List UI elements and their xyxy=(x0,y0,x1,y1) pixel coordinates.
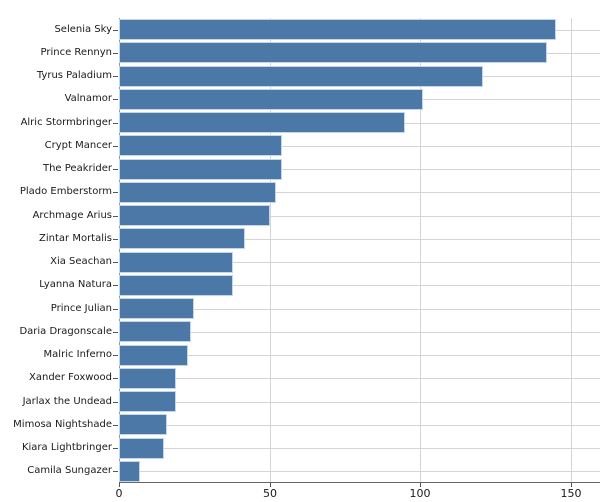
y-tick-mark xyxy=(113,471,118,472)
x-tick-label: 50 xyxy=(263,487,277,500)
category-label: Mimosa Nightshade xyxy=(13,419,112,430)
bar xyxy=(119,391,176,412)
y-tick-mark xyxy=(113,146,118,147)
bar xyxy=(119,205,270,226)
y-tick-mark xyxy=(113,425,118,426)
category-label: Selenia Sky xyxy=(54,24,112,35)
bar xyxy=(119,275,233,296)
y-tick-mark xyxy=(113,262,118,263)
x-tick-label: 0 xyxy=(115,487,123,500)
gridline-horizontal xyxy=(119,425,600,426)
gridline-horizontal xyxy=(119,402,600,403)
gridline-horizontal xyxy=(119,378,600,379)
bar xyxy=(119,438,164,459)
y-tick-mark xyxy=(113,309,118,310)
y-tick-mark xyxy=(113,216,118,217)
category-label: Valnamor xyxy=(64,93,112,104)
bar xyxy=(119,345,188,366)
gridline-horizontal xyxy=(119,262,600,263)
category-label: Prince Julian xyxy=(50,303,112,314)
bar xyxy=(119,42,547,63)
gridline-horizontal xyxy=(119,471,600,472)
gridline-vertical xyxy=(571,18,572,483)
x-tick-mark xyxy=(571,483,572,487)
category-label: Kiara Lightbringer xyxy=(21,442,112,453)
y-tick-mark xyxy=(113,169,118,170)
gridline-horizontal xyxy=(119,216,600,217)
category-label: Plado Emberstorm xyxy=(19,186,112,197)
gridline-horizontal xyxy=(119,192,600,193)
y-tick-mark xyxy=(113,192,118,193)
category-label: Crypt Mancer xyxy=(44,140,112,151)
gridline-horizontal xyxy=(119,309,600,310)
bar xyxy=(119,252,233,273)
gridline-horizontal xyxy=(119,448,600,449)
bar xyxy=(119,298,194,319)
bar xyxy=(119,135,282,156)
y-tick-mark xyxy=(113,53,118,54)
gridline-horizontal xyxy=(119,285,600,286)
bar xyxy=(119,368,176,389)
gridline-vertical xyxy=(420,18,421,483)
bar xyxy=(119,321,191,342)
bar xyxy=(119,159,282,180)
category-label: Camila Sungazer xyxy=(27,465,112,476)
bar xyxy=(119,89,423,110)
bar xyxy=(119,66,483,87)
bar xyxy=(119,414,167,435)
gridline-horizontal xyxy=(119,169,600,170)
bar xyxy=(119,182,276,203)
x-axis-line xyxy=(119,482,600,483)
x-tick-mark xyxy=(119,483,120,487)
plot-area xyxy=(119,18,600,483)
gridline-horizontal xyxy=(119,332,600,333)
category-label: Malric Inferno xyxy=(43,349,112,360)
category-label: Jarlax the Undead xyxy=(22,396,112,407)
category-label: Archmage Arius xyxy=(32,210,112,221)
bar xyxy=(119,228,245,249)
category-label: Tyrus Paladium xyxy=(36,70,112,81)
x-tick-label: 150 xyxy=(560,487,582,500)
x-tick-mark xyxy=(420,483,421,487)
category-label: Prince Rennyn xyxy=(40,47,113,58)
y-tick-mark xyxy=(113,239,118,240)
category-label: Xander Foxwood xyxy=(29,372,112,383)
category-label: Zintar Mortalis xyxy=(39,233,112,244)
y-tick-mark xyxy=(113,30,118,31)
category-label: Daria Dragonscale xyxy=(19,326,112,337)
category-label: Lyanna Natura xyxy=(39,279,112,290)
gridline-horizontal xyxy=(119,239,600,240)
category-label: Xia Seachan xyxy=(50,256,112,267)
bar xyxy=(119,19,556,40)
bar xyxy=(119,461,140,482)
left-spine xyxy=(119,18,120,483)
y-tick-mark xyxy=(113,402,118,403)
bar xyxy=(119,112,405,133)
y-tick-mark xyxy=(113,123,118,124)
y-tick-mark xyxy=(113,285,118,286)
category-label: The Peakrider xyxy=(42,163,112,174)
category-label: Alric Stormbringer xyxy=(20,117,112,128)
y-tick-mark xyxy=(113,448,118,449)
x-tick-label: 100 xyxy=(409,487,431,500)
gridline-horizontal xyxy=(119,355,600,356)
y-tick-mark xyxy=(113,99,118,100)
gridline-vertical xyxy=(270,18,271,483)
x-tick-mark xyxy=(270,483,271,487)
y-tick-mark xyxy=(113,355,118,356)
y-tick-mark xyxy=(113,76,118,77)
y-tick-mark xyxy=(113,378,118,379)
y-tick-mark xyxy=(113,332,118,333)
gridline-horizontal xyxy=(119,146,600,147)
